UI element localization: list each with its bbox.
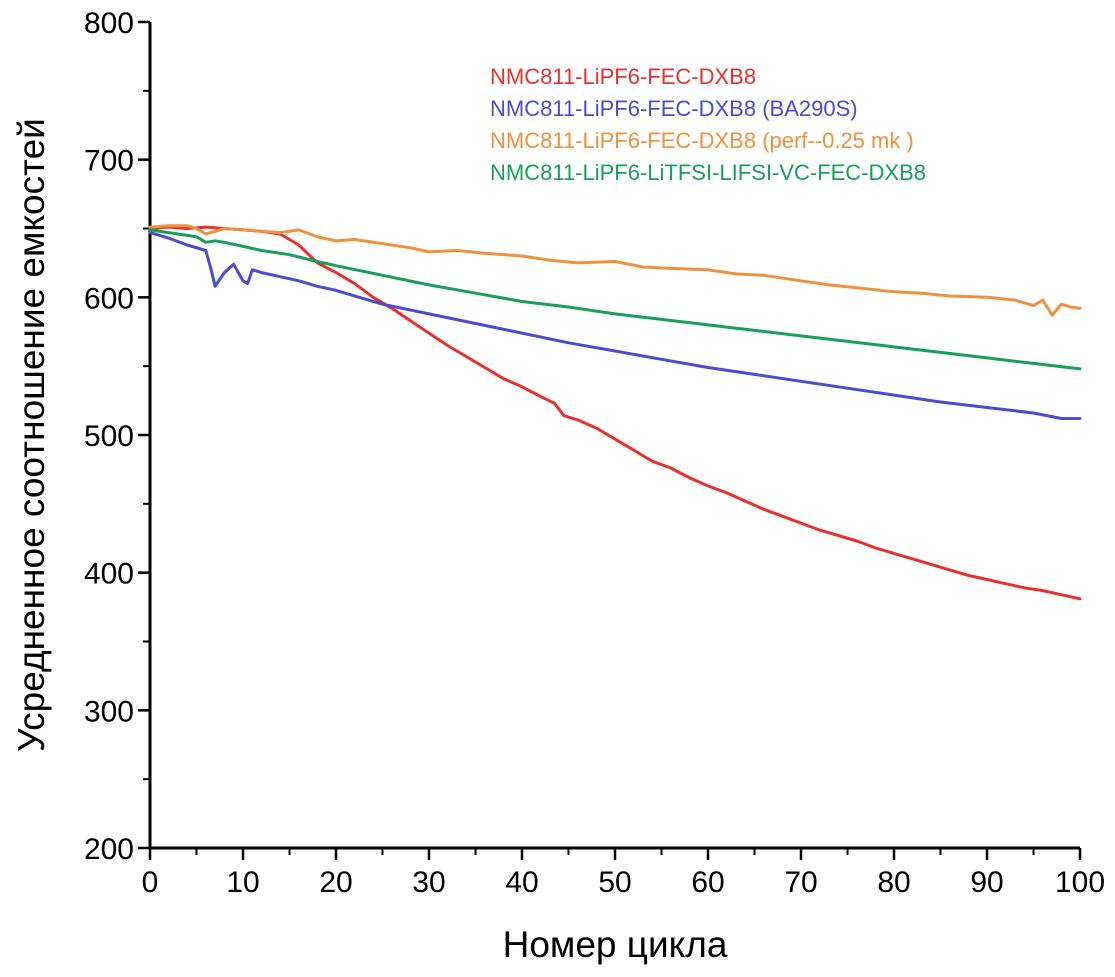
x-tick-label: 30 [412,866,445,899]
y-tick-label: 700 [84,145,134,178]
y-tick-label: 400 [84,558,134,591]
y-tick-label: 200 [84,833,134,866]
x-tick-label: 20 [319,866,352,899]
series-line-3 [148,224,1082,317]
legend-entry-1: NMC811-LiPF6-FEC-DXB8 [490,64,756,89]
x-tick-label: 100 [1055,866,1105,899]
legend-entry-4: NMC811-LiPF6-LiTFSI-LIFSI-VC-FEC-DXB8 [490,160,926,185]
legend-entry-3: NMC811-LiPF6-FEC-DXB8 (perf--0.25 mk ) [490,128,914,153]
series-line-4 [148,228,1082,371]
y-axis-label: Усредненное соотношение емкостей [11,118,52,752]
x-tick-label: 60 [691,866,724,899]
x-tick-label: 90 [970,866,1003,899]
x-tick-label: 70 [784,866,817,899]
y-tick-label: 300 [84,695,134,728]
x-tick-label: 10 [226,866,259,899]
x-tick-label: 40 [505,866,538,899]
series-lines [148,224,1082,601]
x-tick-label: 50 [598,866,631,899]
series-line-1 [148,225,1082,601]
legend: NMC811-LiPF6-FEC-DXB8 NMC811-LiPF6-FEC-DX… [490,64,926,185]
y-tick-label: 800 [84,7,134,40]
y-tick-label: 500 [84,420,134,453]
ticks: 0 10 20 30 40 50 60 70 80 90 100 200 300 400 500 600 700… [84,7,1105,899]
legend-entry-2: NMC811-LiPF6-FEC-DXB8 (BA290S) [490,96,858,121]
x-tick-label: 80 [877,866,910,899]
x-tick-label: 0 [142,866,159,899]
series-line-2 [148,231,1082,420]
y-tick-label: 600 [84,282,134,315]
x-axis-label: Номер цикла [503,924,728,965]
